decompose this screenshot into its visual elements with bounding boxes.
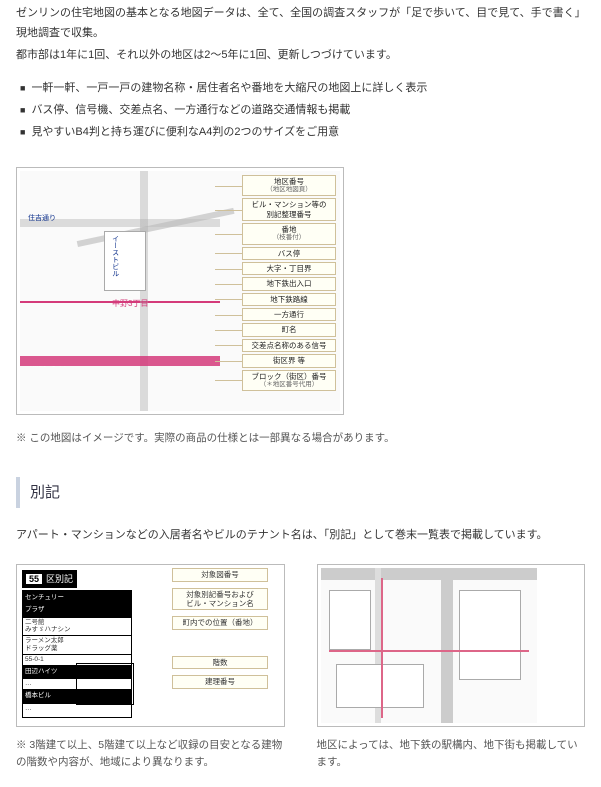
map-legend-item: 地区番号（地区地図頁） <box>242 175 336 197</box>
map-area-label: 中野3丁目 <box>112 297 148 311</box>
map-legend-item: 町名 <box>242 323 336 336</box>
intro-line-2: 都市部は1年に1回、それ以外の地区は2～5年に1回、更新しつづけています。 <box>16 46 585 66</box>
betsuki-left-col: 55区別記 センチュリー プラザ 二号館 みすゞハナシン ラーメン太郎 ドラッグ… <box>16 564 285 771</box>
betsuki-title-num: 55 <box>26 574 42 584</box>
map-legend-item: 交差点名称のある信号 <box>242 339 336 352</box>
sample-map-image: イーストビル 住吉通り 中野3丁目 無我1丁目 地区番号（地区地図頁）ビル・マン… <box>20 171 340 411</box>
betsuki-legend: 対象図番号対象別記番号および ビル・マンション名町内での位置（番地） 階数建理番号 <box>172 568 268 688</box>
betsuki-sample-image: 55区別記 センチュリー プラザ 二号館 みすゞハナシン ラーメン太郎 ドラッグ… <box>20 568 270 723</box>
underground-map-image <box>321 568 537 723</box>
section-heading-betsuki: 別記 <box>16 477 585 508</box>
feature-item: 見やすいB4判と持ち運びに便利なA4判の2つのサイズをご用意 <box>20 123 585 143</box>
map-legend-item: 大字・丁目界 <box>242 262 336 275</box>
betsuki-legend-item: 対象図番号 <box>172 568 268 581</box>
sample-map-figure: イーストビル 住吉通り 中野3丁目 無我1丁目 地区番号（地区地図頁）ビル・マン… <box>16 167 585 419</box>
map-legend-item: 一方通行 <box>242 308 336 321</box>
betsuki-intro: アパート・マンションなどの入居者名やビルのテナント名は、「別記」として巻末一覧表… <box>16 526 585 546</box>
betsuki-legend-item: 階数 <box>172 656 268 669</box>
betsuki-legend-item: 対象別記番号および ビル・マンション名 <box>172 588 268 611</box>
betsuki-title: 区別記 <box>46 574 73 584</box>
feature-item: 一軒一軒、一戸一戸の建物名称・居住者名や番地を大縮尺の地図上に詳しく表示 <box>20 79 585 99</box>
map-legend-item: 街区界 等 <box>242 354 336 367</box>
map-legend-item: 地下鉄路線 <box>242 293 336 306</box>
map-legend-item: 番地（枝番付） <box>242 223 336 245</box>
map-building-label: イーストビル <box>108 235 121 277</box>
betsuki-title-bar: 55 区別記 <box>22 570 77 588</box>
betsuki-right-col: 地区によっては、地下鉄の駅構内、地下街も掲載しています。 <box>317 564 586 771</box>
feature-item: バス停、信号機、交差点名、一方通行などの道路交通情報も掲載 <box>20 101 585 121</box>
betsuki-left-note: ※ 3階建て以上、5階建て以上など収録の目安となる建物の階数や内容が、地域により… <box>16 737 285 771</box>
map-legend: 地区番号（地区地図頁）ビル・マンション等の 別記整理番号番地（枝番付） バス停大字… <box>242 175 336 391</box>
feature-list: 一軒一軒、一戸一戸の建物名称・居住者名や番地を大縮尺の地図上に詳しく表示 バス停… <box>20 79 585 142</box>
betsuki-right-note: 地区によっては、地下鉄の駅構内、地下街も掲載しています。 <box>317 737 586 771</box>
intro-text: ゼンリンの住宅地図の基本となる地図データは、全て、全国の調査スタッフが「足で歩い… <box>16 4 585 65</box>
map-legend-item: バス停 <box>242 247 336 260</box>
map-street-label: 住吉通り <box>28 213 56 226</box>
map-disclaimer: ※ この地図はイメージです。実際の商品の仕様とは一部異なる場合があります。 <box>16 429 585 448</box>
map-area-label: 無我1丁目 <box>30 357 66 371</box>
betsuki-legend-item: 建理番号 <box>172 675 268 688</box>
map-legend-item: ブロック（街区）番号（＊地区番号代用） <box>242 370 336 392</box>
map-legend-item: 地下鉄出入口 <box>242 277 336 290</box>
intro-line-1: ゼンリンの住宅地図の基本となる地図データは、全て、全国の調査スタッフが「足で歩い… <box>16 4 585 44</box>
map-legend-item: ビル・マンション等の 別記整理番号 <box>242 198 336 221</box>
betsuki-legend-item: 町内での位置（番地） <box>172 616 268 629</box>
